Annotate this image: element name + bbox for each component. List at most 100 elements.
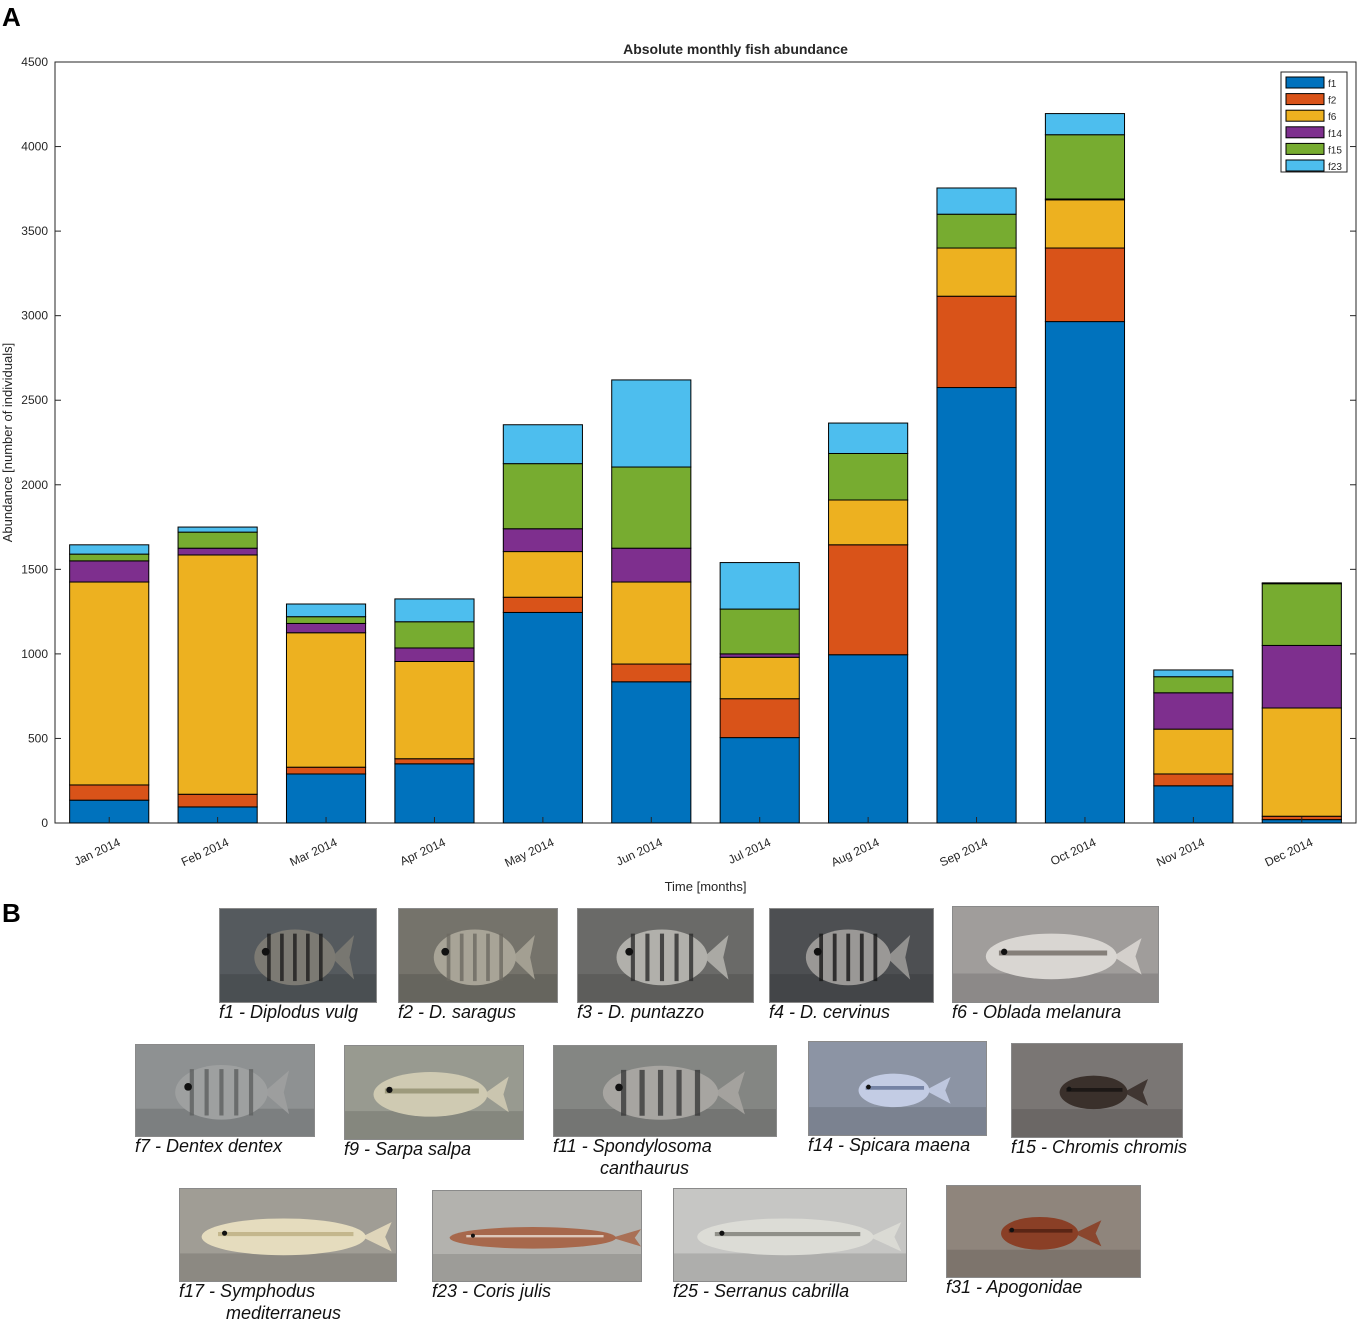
legend-label-f15: f15	[1328, 145, 1342, 156]
chart-title: Absolute monthly fish abundance	[623, 41, 848, 57]
fish-photo-f17	[179, 1188, 397, 1282]
bar-segment-f23	[1261, 582, 1342, 585]
fish-caption-f7: f7 - Dentex dentex	[135, 1136, 283, 1156]
y-tick-label: 3500	[21, 224, 48, 238]
bar-segment-f14	[69, 560, 150, 583]
bar-segment-f23	[719, 562, 800, 610]
fish-caption-f17: f17 - Symphodus	[179, 1281, 316, 1301]
y-tick-label: 0	[41, 816, 48, 830]
y-tick-label: 1500	[21, 562, 48, 576]
bar-segment-f2	[394, 758, 475, 765]
fish-caption-f9: f9 - Sarpa salpa	[344, 1139, 472, 1159]
legend-swatch-f1	[1285, 76, 1325, 89]
bar-segment-f2	[719, 698, 800, 739]
bar-segment-f14	[177, 547, 258, 556]
x-tick-label: Mar 2014	[287, 835, 339, 869]
bar-segment-f2	[1044, 247, 1126, 323]
x-tick-label: Aug 2014	[829, 835, 882, 870]
bar-segment-f1	[1044, 321, 1126, 824]
bar-segment-f14	[285, 622, 367, 634]
bar-segment-f6	[1261, 707, 1342, 817]
fish-photo-f23	[432, 1190, 642, 1282]
fish-caption-f31: f31 - Apogonidae	[946, 1277, 1083, 1297]
legend-label-f2: f2	[1328, 96, 1337, 107]
legend-label-f14: f14	[1328, 129, 1342, 140]
x-tick-label: Sep 2014	[937, 835, 990, 870]
bar-segment-f23	[1044, 113, 1126, 136]
bar-segment-f14	[394, 647, 475, 662]
bar-segment-f15	[936, 213, 1017, 249]
fish-photo-f2	[398, 908, 558, 1003]
bar-segment-f14	[502, 528, 583, 553]
y-tick-label: 4000	[21, 140, 48, 154]
bar-segment-f15	[177, 531, 258, 549]
bar-segment-f15	[69, 553, 150, 562]
bar-segment-f2	[611, 663, 692, 683]
bar-segment-f6	[1044, 199, 1126, 249]
y-tick-label: 3000	[21, 309, 48, 323]
fish-photo-f14	[808, 1041, 987, 1136]
bar-segment-f1	[611, 681, 692, 824]
x-tick-label: Jan 2014	[72, 835, 123, 869]
bar-segment-f23	[611, 379, 692, 468]
bar-segment-f6	[1153, 728, 1234, 775]
fish-caption-f15: f15 - Chromis chromis	[1011, 1137, 1188, 1157]
x-tick-label: Oct 2014	[1048, 835, 1098, 868]
bar-segment-f15	[285, 616, 367, 624]
fish-caption-f2: f2 - D. saragus	[398, 1002, 517, 1022]
bar-segment-f1	[828, 654, 909, 824]
x-tick-label: Dec 2014	[1263, 835, 1316, 870]
bar-segment-f23	[394, 598, 475, 623]
legend-box	[1280, 71, 1348, 173]
bar-segment-f2	[936, 295, 1017, 389]
fish-caption-f25: f25 - Serranus cabrilla	[673, 1281, 850, 1301]
fish-caption-f11: f11 - Spondylosoma	[553, 1136, 712, 1156]
fish-caption-line2-f11: canthaurus	[600, 1158, 690, 1178]
bar-segment-f6	[828, 499, 909, 546]
bar-segment-f2	[502, 596, 583, 613]
legend-swatch-f23	[1285, 159, 1325, 172]
y-tick-label: 4500	[21, 55, 48, 69]
bar-segment-f15	[611, 466, 692, 549]
bar-segment-f2	[285, 766, 367, 775]
fish-caption-f23: f23 - Coris julis	[432, 1281, 552, 1301]
bar-segment-f6	[69, 581, 150, 786]
bar-segment-f1	[719, 737, 800, 824]
bar-segment-f6	[177, 554, 258, 795]
bar-segment-f6	[936, 247, 1017, 297]
bar-segment-f23	[285, 603, 367, 618]
fish-caption-f6: f6 - Oblada melanura	[952, 1002, 1122, 1022]
x-tick-label: Feb 2014	[179, 835, 231, 869]
bar-segment-f1	[936, 387, 1017, 824]
bar-segment-f15	[394, 621, 475, 649]
plot-area	[54, 61, 1357, 824]
bar-segment-f6	[719, 656, 800, 700]
stacked-bar-chart: Absolute monthly fish abundance 0 500 1000 1…	[0, 41, 1357, 894]
panel-label-b: B	[2, 898, 21, 928]
fish-photo-f15	[1011, 1043, 1183, 1138]
bar-segment-f23	[1153, 669, 1234, 678]
bar-segment-f1	[394, 763, 475, 824]
y-tick-label: 2000	[21, 478, 48, 492]
x-axis-label: Time [months]	[665, 879, 747, 894]
fish-caption-f14: f14 - Spicara maena	[808, 1135, 971, 1155]
bar-segment-f1	[502, 611, 583, 824]
bar-segment-f14	[611, 547, 692, 583]
fish-photo-f11	[553, 1045, 777, 1137]
bar-segment-f15	[502, 463, 583, 530]
bar-segment-f6	[285, 632, 367, 768]
bar-segment-f6	[611, 581, 692, 665]
bar-segment-f23	[69, 544, 150, 555]
bar-segment-f15	[1261, 583, 1342, 646]
fish-photo-f9	[344, 1045, 524, 1140]
bar-segment-f14	[719, 653, 800, 658]
legend-swatch-f15	[1285, 142, 1325, 155]
bar-segment-f15	[1153, 676, 1234, 694]
legend-swatch-f6	[1285, 109, 1325, 122]
x-tick-label: May 2014	[502, 835, 556, 870]
fish-caption-line2-f17: mediterraneus	[226, 1303, 342, 1323]
fish-photo-f1	[219, 908, 377, 1003]
legend-label-f23: f23	[1328, 162, 1342, 173]
bar-segment-f2	[69, 784, 150, 801]
y-tick-label: 2500	[21, 393, 48, 407]
